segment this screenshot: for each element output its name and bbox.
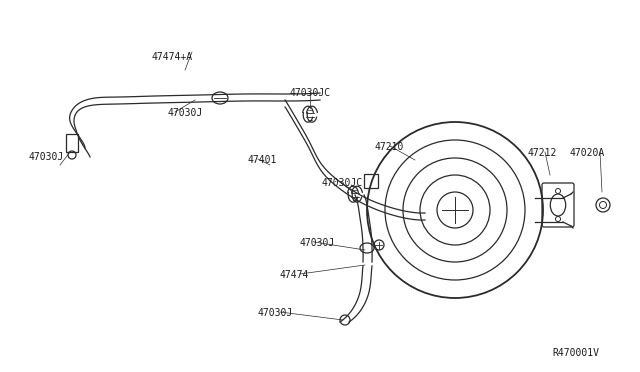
Text: 47401: 47401: [248, 155, 277, 165]
Text: 47474: 47474: [280, 270, 309, 280]
Text: 47030JC: 47030JC: [290, 88, 331, 98]
Text: R470001V: R470001V: [552, 348, 599, 358]
Text: 47020A: 47020A: [570, 148, 605, 158]
Text: 47210: 47210: [375, 142, 404, 152]
Text: 47030J: 47030J: [168, 108, 204, 118]
Text: 47030J: 47030J: [258, 308, 293, 318]
Text: 47030J: 47030J: [28, 152, 63, 162]
Text: 47212: 47212: [528, 148, 557, 158]
Text: 47474+A: 47474+A: [152, 52, 193, 62]
Text: 47030J: 47030J: [300, 238, 335, 248]
Text: 47030JC: 47030JC: [322, 178, 363, 188]
